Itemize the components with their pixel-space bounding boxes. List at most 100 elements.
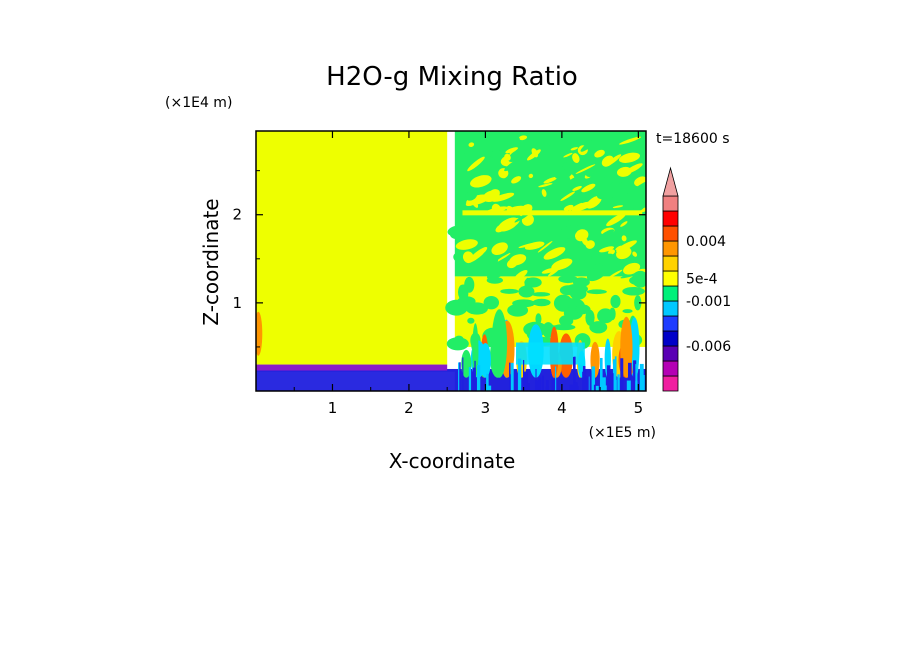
x-tick-label: 5: [634, 399, 644, 417]
boundary-spike: [591, 366, 596, 391]
boundary-spike: [542, 375, 544, 391]
left-edge-plume: [256, 311, 263, 356]
boundary-spike: [535, 369, 537, 391]
boundary-spike: [573, 356, 576, 391]
left-moist-line: [256, 364, 448, 371]
texture-patch: [597, 308, 614, 324]
texture-streak: [625, 186, 631, 195]
plot-frame: [255, 130, 647, 392]
texture-streak: [616, 166, 632, 177]
texture-patch: [531, 292, 551, 297]
texture-streak: [620, 221, 628, 227]
texture-streak: [612, 240, 621, 249]
texture-patch: [622, 286, 645, 296]
texture-streak: [608, 249, 615, 255]
texture-streak: [464, 190, 478, 201]
texture-streak: [601, 155, 614, 167]
horizontal-band: [462, 210, 643, 216]
colorbar-swatch: [662, 285, 679, 302]
texture-patch: [532, 298, 551, 307]
y-tick-label: 1: [232, 294, 242, 312]
texture-streak: [463, 149, 469, 155]
texture-streak: [593, 263, 603, 272]
texture-streak: [537, 240, 553, 253]
texture-streak: [572, 185, 582, 192]
texture-streak: [569, 202, 583, 211]
boundary-spike: [459, 362, 461, 391]
texture-streak: [487, 265, 509, 280]
texture-patch: [446, 337, 469, 351]
y-tick-label: 2: [232, 206, 242, 224]
texture-streak: [453, 252, 462, 262]
region-left-dry-yellow: [256, 131, 448, 365]
x-tick-label: 3: [481, 399, 491, 417]
boundary-spike: [569, 384, 574, 391]
texture-patch: [622, 309, 633, 314]
x-tick-label: 2: [404, 399, 414, 417]
colorbar-swatch: [662, 375, 679, 392]
texture-streak: [541, 189, 547, 197]
texture-streak: [563, 204, 574, 211]
boundary-spike: [545, 386, 549, 391]
boundary-spike: [476, 365, 481, 391]
texture-patch: [589, 321, 608, 334]
boundary-spike: [620, 358, 624, 391]
colorbar-extend-arrow: [662, 166, 679, 197]
colorbar: -0.006 -0.001 5e-4 0.004: [662, 166, 731, 392]
boundary-spike: [546, 379, 549, 391]
chart-title: H2O-g Mixing Ratio: [326, 62, 578, 92]
texture-streak: [594, 149, 605, 158]
texture-patch: [524, 277, 532, 295]
texture-streak: [554, 169, 572, 180]
texture-streak: [491, 192, 515, 202]
texture-streak: [586, 265, 607, 282]
texture-streak: [618, 152, 640, 163]
boundary-spike: [517, 358, 522, 391]
texture-streak: [495, 253, 511, 263]
boundary-spike: [642, 375, 645, 391]
boundary-spike: [487, 385, 492, 391]
convective-plume: [620, 316, 633, 378]
texture-streak: [612, 205, 624, 209]
axes-layer: 1 2 3 4 5 1 2: [232, 130, 647, 417]
texture-streak: [488, 253, 499, 265]
texture-patch: [586, 289, 607, 295]
texture-streak: [563, 236, 576, 243]
texture-streak: [455, 239, 478, 250]
texture-patch: [467, 317, 475, 324]
texture-streak: [618, 180, 629, 188]
texture-patch: [512, 299, 536, 308]
boundary-spike: [595, 385, 599, 391]
texture-streak: [509, 254, 527, 266]
texture-streak: [591, 254, 597, 260]
colorbar-swatch: [662, 225, 679, 242]
time-label: t=18600 s: [656, 131, 730, 147]
boundary-spike: [633, 360, 637, 391]
texture-streak: [572, 153, 580, 163]
texture-streak: [570, 147, 579, 151]
texture-streak: [467, 156, 485, 172]
texture-streak: [543, 247, 566, 260]
boundary-spike: [509, 362, 511, 391]
texture-streak: [491, 242, 508, 256]
colorbar-swatch: [662, 195, 679, 212]
texture-streak: [585, 171, 594, 178]
texture-patch: [629, 275, 646, 286]
y-unit-label: (×1E4 m): [165, 95, 232, 111]
boundary-spike: [585, 376, 589, 391]
boundary-spike: [639, 363, 644, 391]
texture-streak: [633, 204, 645, 212]
boundary-spike: [574, 382, 578, 391]
texture-streak: [531, 148, 539, 158]
colorbar-swatch: [662, 255, 679, 272]
boundary-spike: [635, 364, 638, 391]
x-unit-label: (×1E5 m): [589, 425, 656, 441]
colorbar-swatch: [662, 330, 679, 347]
texture-streak: [598, 253, 613, 262]
texture-streak: [580, 139, 597, 152]
texture-streak: [606, 212, 626, 227]
texture-patch: [540, 327, 551, 335]
boundary-spike: [572, 356, 575, 391]
boundary-spike: [523, 371, 527, 391]
